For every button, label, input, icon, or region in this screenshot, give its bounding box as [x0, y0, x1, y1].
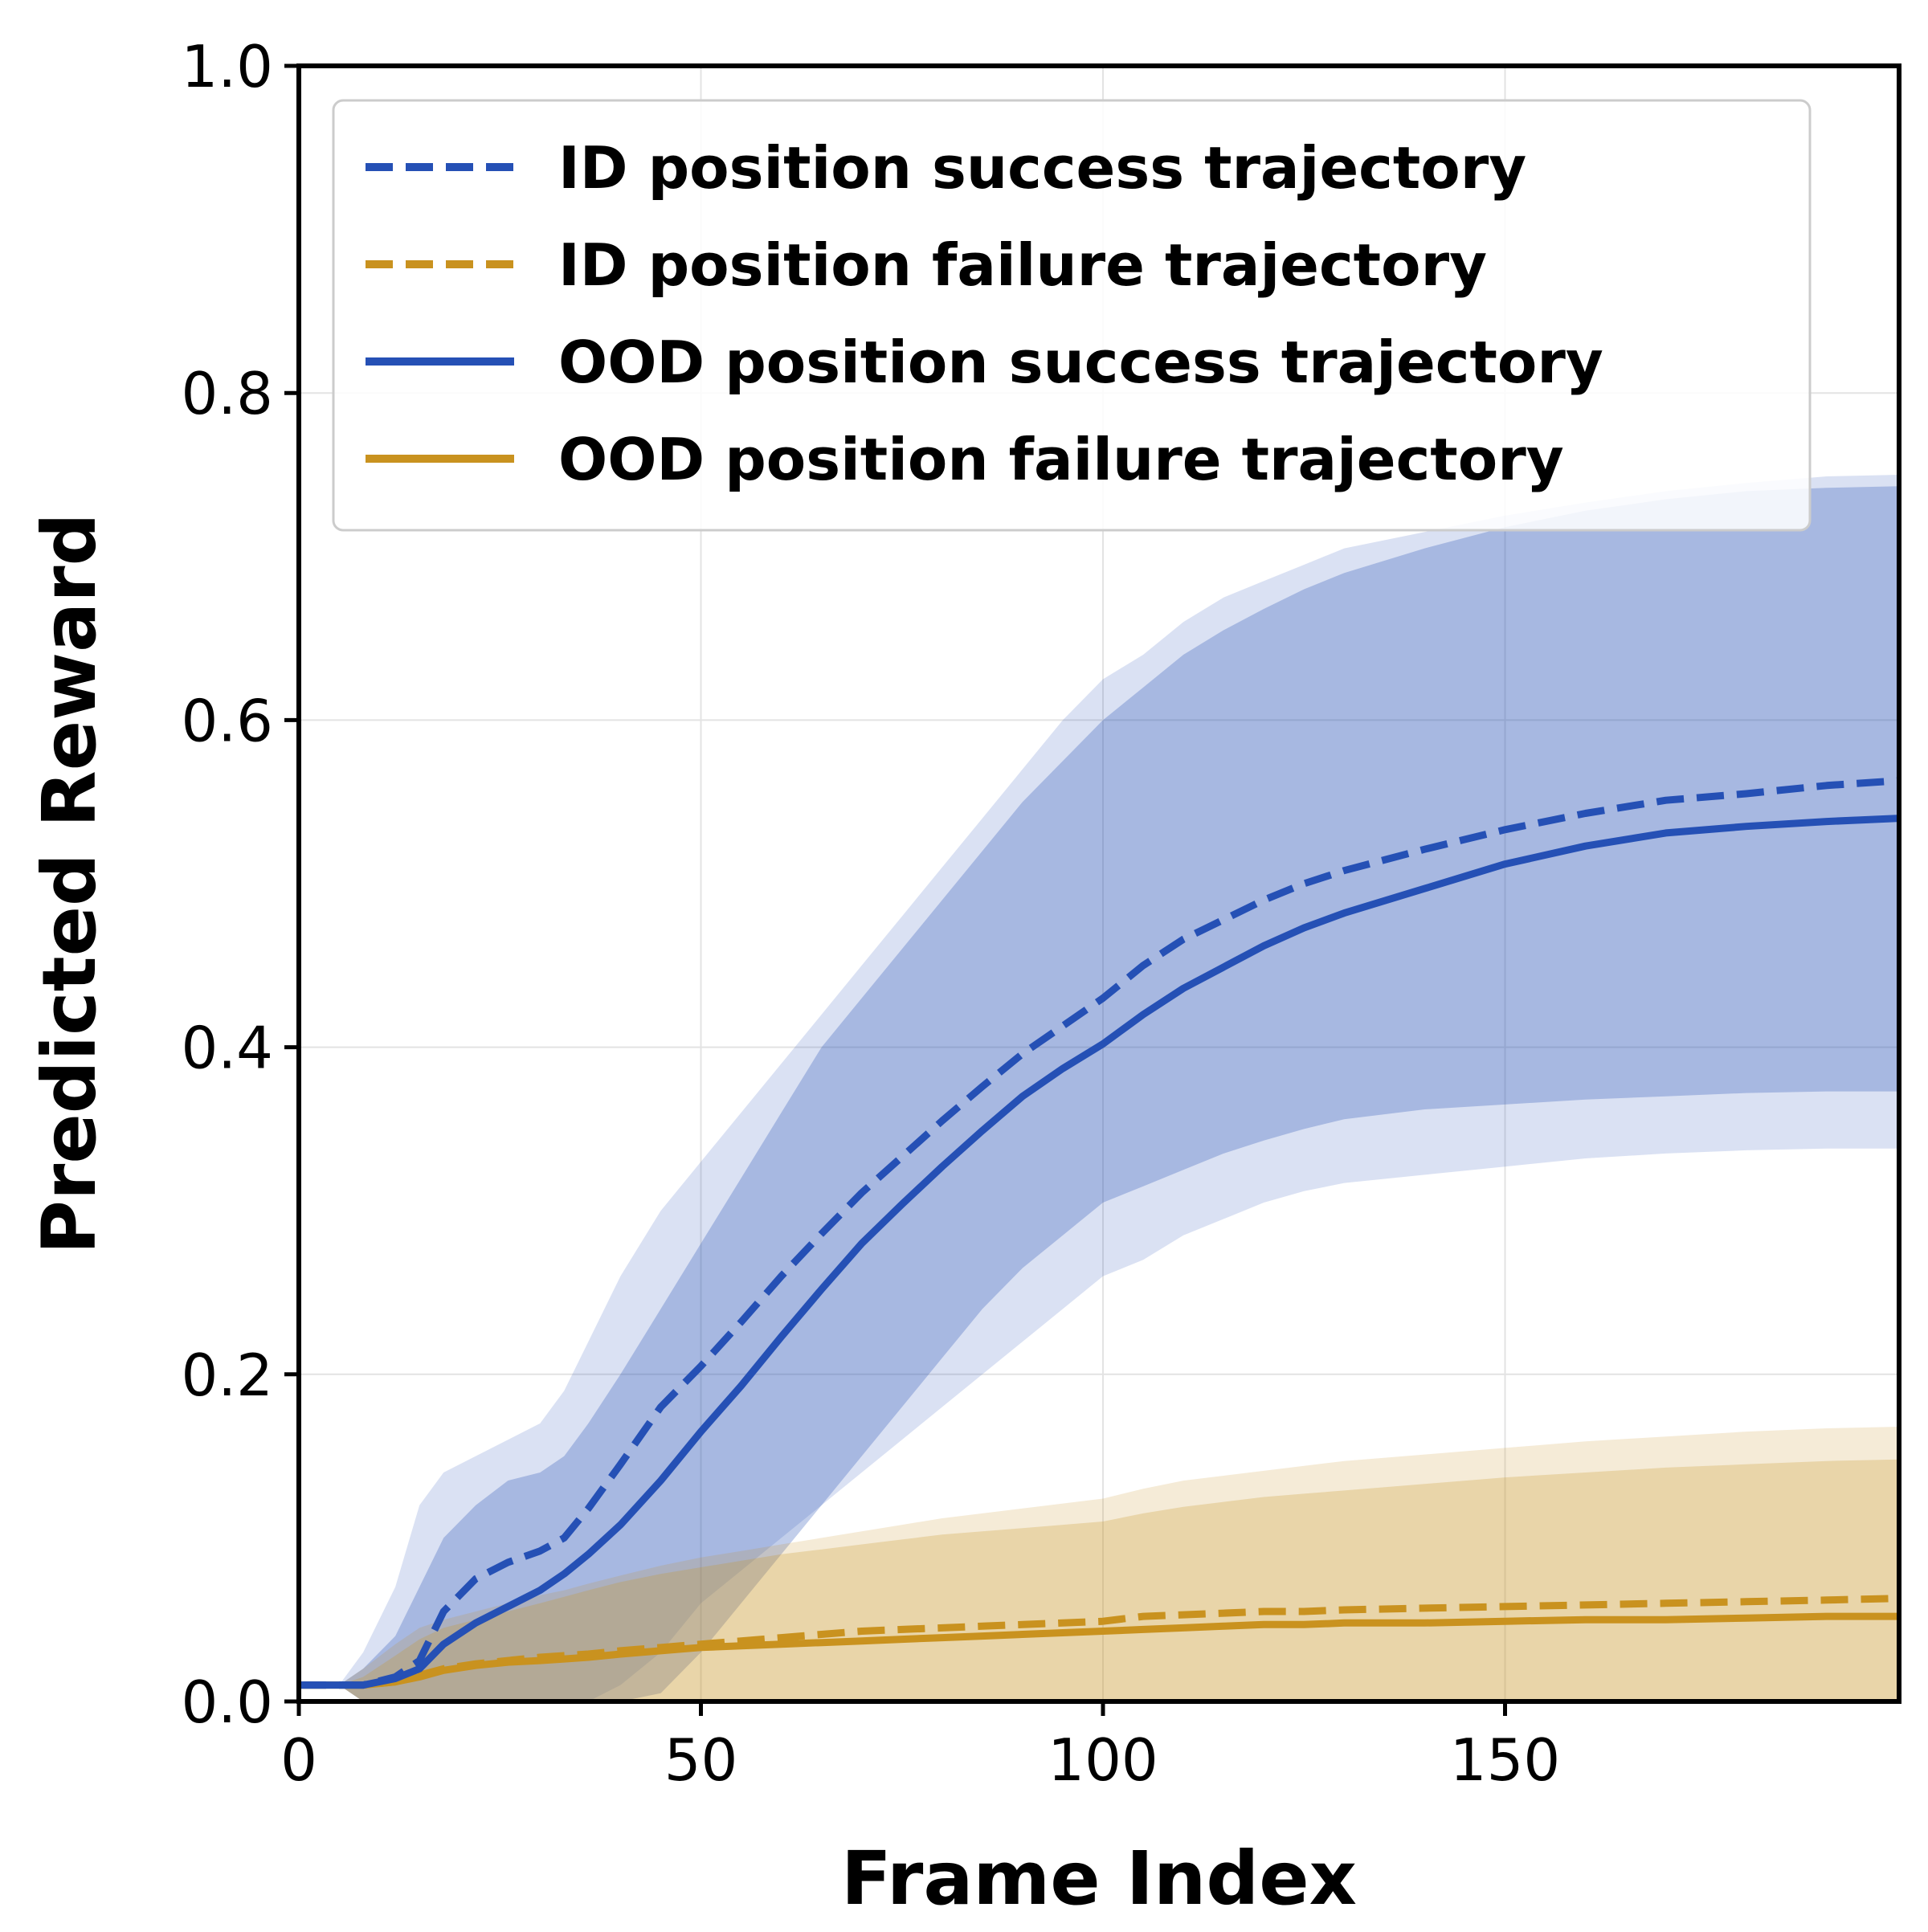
confidence-band [299, 1427, 1899, 1701]
series-line [299, 815, 1900, 1689]
y-tick-label: 1.0 [181, 33, 273, 100]
legend-label: OOD position failure trajectory [558, 426, 1564, 493]
legend-label: OOD position success trajectory [558, 329, 1603, 396]
legend-label: ID position success trajectory [558, 134, 1526, 202]
y-tick-label: 0.8 [181, 360, 273, 427]
confidence-band [299, 475, 1899, 1701]
legend-label: ID position failure trajectory [558, 231, 1487, 299]
y-tick-label: 0.4 [181, 1015, 273, 1082]
x-tick-label: 0 [280, 1726, 317, 1794]
y-axis-title: Predicted Reward [27, 513, 112, 1255]
x-axis-title: Frame Index [841, 1836, 1357, 1922]
y-tick-label: 0.0 [181, 1669, 273, 1736]
axis-ticks: 0 50 100 150 0.0 0.2 0.4 0.6 0.8 1.0 [181, 33, 1560, 1794]
plot-frame [296, 63, 1901, 1704]
x-tick-label: 50 [664, 1726, 738, 1794]
x-tick-label: 150 [1450, 1726, 1560, 1794]
series-lines [299, 777, 1900, 1689]
x-tick-label: 100 [1048, 1726, 1158, 1794]
confidence-band [299, 486, 1899, 1701]
y-tick-label: 0.2 [181, 1342, 273, 1409]
legend: ID position success trajectory ID positio… [332, 99, 1812, 532]
y-tick-label: 0.6 [181, 687, 273, 754]
series-line [299, 1595, 1900, 1689]
series-line [299, 777, 1900, 1689]
confidence-bands [299, 475, 1899, 1701]
legend-frame [332, 99, 1812, 532]
